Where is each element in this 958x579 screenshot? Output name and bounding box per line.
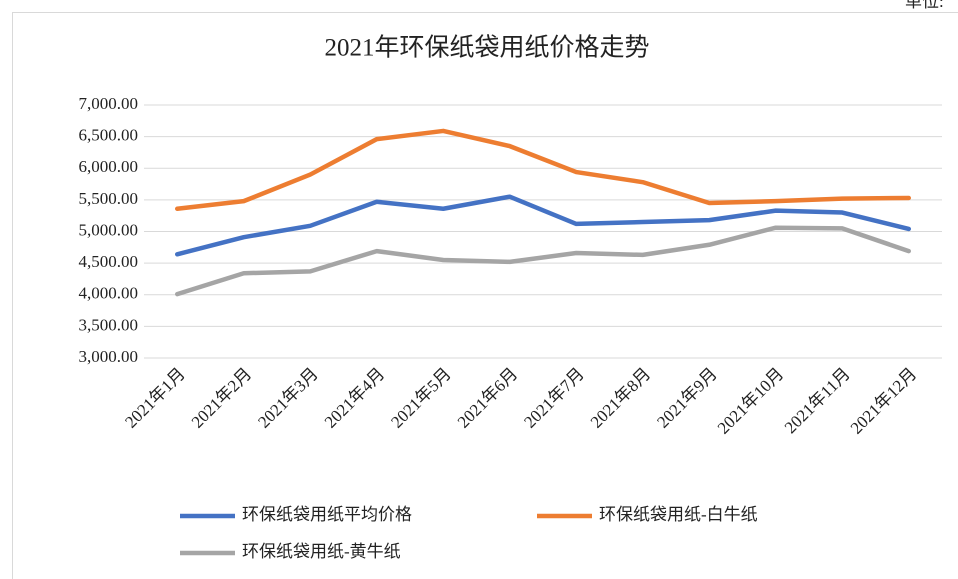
unit-note: 单位:: [905, 0, 944, 11]
legend-label: 环保纸袋用纸-黄牛纸: [242, 542, 401, 561]
y-tick-label: 6,000.00: [79, 157, 139, 176]
y-tick-label: 5,000.00: [79, 220, 139, 239]
y-tick-label: 5,500.00: [79, 189, 139, 208]
y-tick-label: 6,500.00: [79, 126, 139, 145]
y-tick-label: 4,000.00: [79, 284, 139, 303]
y-tick-label: 4,500.00: [79, 252, 139, 271]
series-line: [175, 194, 911, 257]
chart-title: 2021年环保纸袋用纸价格走势: [324, 34, 649, 62]
chart-frame: [12, 12, 958, 579]
legend-label: 环保纸袋用纸平均价格: [242, 505, 412, 524]
y-tick-label: 3,000.00: [79, 347, 139, 366]
series-line: [175, 225, 911, 297]
series-line: [175, 128, 911, 211]
legend-label: 环保纸袋用纸-白牛纸: [599, 505, 758, 524]
y-tick-label: 3,500.00: [79, 315, 139, 334]
y-tick-label: 7,000.00: [79, 94, 139, 113]
